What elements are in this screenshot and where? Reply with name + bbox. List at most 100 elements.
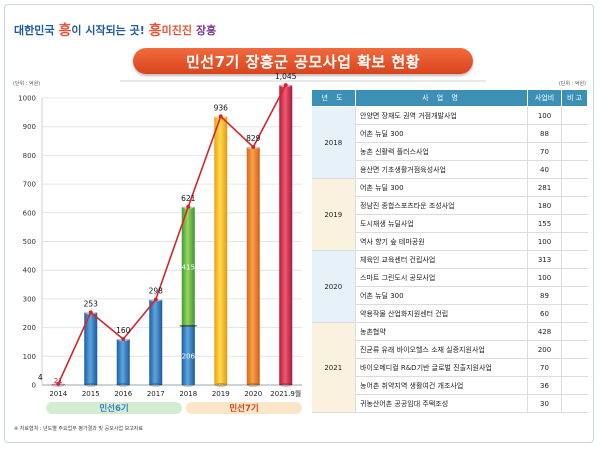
value-label: 4: [38, 373, 43, 382]
table-row: 정남진 종합스포츠타운 조성사업 180: [312, 196, 588, 215]
year-cell: 2018: [311, 106, 356, 179]
amount-cell: 155: [527, 214, 562, 233]
header-project: 사 업 명: [355, 89, 528, 107]
segment-label: 206: [182, 352, 196, 360]
bar-base-cap: [149, 383, 163, 387]
y-tick-label: 200: [23, 324, 36, 332]
note-cell: [561, 250, 588, 269]
amount-cell: 100: [527, 232, 562, 251]
amount-cell: 313: [527, 250, 562, 269]
project-name-cell: 바이오메디컬 R&D기반 글로벌 진출지원사업: [355, 358, 528, 377]
value-label: 936: [214, 103, 229, 112]
funding-bar-chart: 0 100 200 300 400 500 600 700 800 900 1000 2014 2015…: [18, 72, 302, 414]
project-name-cell: 진균류 유래 바이오헬스 소재 실증지원사업: [355, 340, 528, 359]
bar: [279, 85, 293, 386]
bar: [116, 339, 130, 385]
brand-part2: 이 시작되는 곳!: [71, 24, 145, 37]
note-cell: [561, 124, 588, 143]
amount-cell: 180: [527, 196, 562, 215]
x-tick-label: 2014: [49, 390, 67, 398]
project-name-cell: 어촌 뉴딜 300: [355, 286, 528, 305]
bar-base-cap: [84, 383, 98, 387]
y-tick-label: 900: [23, 123, 36, 131]
page-title: 민선7기 장흥군 공모사업 확보 현황: [185, 52, 421, 71]
project-name-cell: 도시재생 뉴딜사업: [355, 214, 528, 233]
y-tick-label: 500: [23, 238, 36, 246]
note-cell: [561, 232, 588, 251]
brand-part1: 대한민국: [14, 24, 55, 37]
x-tick-label: 2017: [147, 390, 165, 398]
trend-point: [186, 204, 191, 209]
amount-cell: 89: [527, 286, 562, 305]
year-cell: 2020: [311, 250, 356, 323]
amount-cell: 40: [527, 160, 562, 179]
note-cell: [561, 394, 588, 413]
chart-unit-label: (단위 : 억원): [13, 81, 41, 87]
project-name-cell: 용산면 기초생활거점육성사업: [355, 160, 528, 179]
table-row: 도시재생 뉴딜사업 155: [312, 214, 588, 233]
amount-cell: 70: [527, 358, 562, 377]
y-tick-label: 300: [23, 295, 36, 303]
trend-point: [251, 145, 256, 150]
bar-base-cap: [246, 383, 260, 387]
brand-heung1: 흥: [58, 23, 72, 39]
source-footnote: ※ 자료협쳐 : 년도별 주요업무 평가결과 및 공모사업 보고자료: [14, 426, 143, 432]
x-tick-label: 2015: [82, 390, 100, 398]
note-cell: [561, 196, 588, 215]
y-tick-label: 700: [23, 181, 36, 189]
x-tick-label: 2021.9월: [270, 389, 301, 398]
table-row: 바이오메디컬 R&D기반 글로벌 진출지원사업 70: [312, 358, 588, 377]
note-cell: [561, 268, 588, 287]
note-cell: [561, 376, 588, 395]
trend-point: [283, 83, 288, 88]
y-tick-label: 600: [23, 209, 36, 217]
bar: [149, 299, 163, 385]
table-header-row: 년 도 사 업 명 사업비 비 고: [311, 89, 588, 107]
project-name-cell: 농촌 신활력 플러스사업: [355, 142, 528, 161]
bar-base-cap: [279, 383, 293, 387]
table-row: 어촌 뉴딜 300 88: [312, 124, 588, 143]
project-name-cell: 스마트 그린도시 공모사업: [355, 268, 528, 287]
project-name-cell: 어촌 뉴딜 300: [355, 178, 528, 197]
term-band-7: [186, 402, 302, 414]
table-row: 2020 체육인 교육센터 건립사업 313: [311, 250, 588, 323]
table-row: 농어촌 취약지역 생활여건 개조사업 36: [312, 376, 588, 395]
amount-cell: 60: [527, 304, 562, 323]
note-cell: [561, 322, 588, 341]
projects-table: 년 도 사 업 명 사업비 비 고 2018 안양면 장재도 권역 거점개발사업 1…: [311, 89, 588, 413]
segment-label: 21: [54, 377, 63, 385]
bar: [84, 312, 98, 385]
bar-base-cap: [214, 383, 228, 387]
amount-cell: 36: [527, 376, 562, 395]
x-tick-label: 2018: [179, 390, 197, 398]
brand-part3: 미진진: [161, 24, 193, 37]
x-tick-label: 2020: [244, 390, 262, 398]
note-cell: [561, 358, 588, 377]
note-cell: [561, 106, 588, 125]
trend-point: [56, 381, 61, 386]
amount-cell: 200: [527, 340, 562, 359]
value-label: 829: [246, 134, 261, 143]
value-label: 160: [116, 326, 131, 335]
table-row: 어촌 뉴딜 300 89: [312, 286, 588, 305]
amount-cell: 100: [527, 268, 562, 287]
note-cell: [561, 214, 588, 233]
note-cell: [561, 160, 588, 179]
table-row: 농촌 신활력 플러스사업 70: [312, 142, 588, 161]
trend-point: [88, 310, 93, 315]
project-name-cell: 안양면 장재도 권역 거점개발사업: [355, 106, 528, 125]
y-tick-label: 0: [32, 382, 36, 390]
value-label: 621: [181, 194, 196, 203]
term-band-6: [46, 402, 182, 414]
table-row: 2019 어촌 뉴딜 300 281: [311, 178, 588, 251]
amount-cell: 30: [527, 394, 562, 413]
table-row: 용산면 기초생활거점육성사업 40: [312, 160, 588, 179]
y-tick-label: 400: [23, 267, 36, 275]
amount-cell: 70: [527, 142, 562, 161]
project-name-cell: 정남진 종합스포츠타운 조성사업: [355, 196, 528, 215]
amount-cell: 428: [527, 322, 562, 341]
trend-point: [121, 337, 126, 342]
table-row: 스마트 그린도시 공모사업 100: [312, 268, 588, 287]
segment-label: 415: [182, 263, 195, 271]
